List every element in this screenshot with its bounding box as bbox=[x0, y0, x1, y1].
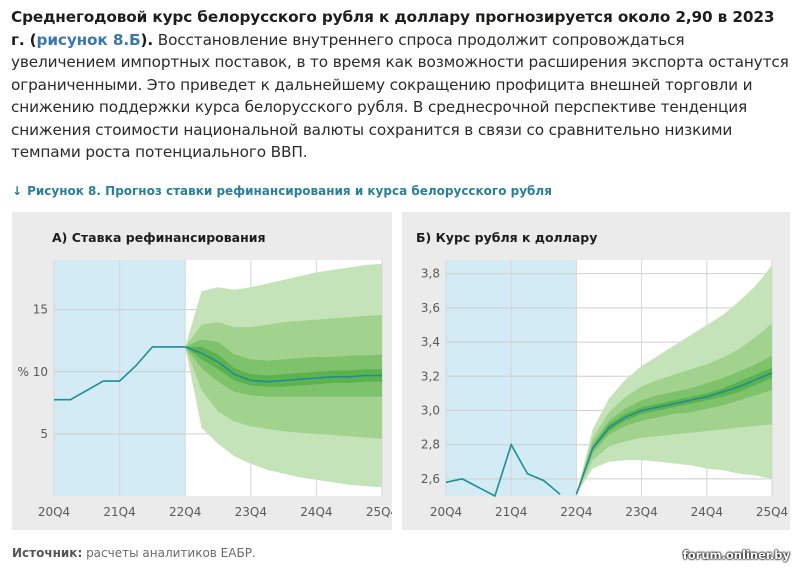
y-tick-label: % 10 bbox=[18, 365, 49, 379]
figure-caption: ↓ Рисунок 8. Прогноз ставки рефинансирова… bbox=[12, 184, 552, 198]
x-tick-label: 21Q4 bbox=[103, 505, 135, 519]
y-tick-label: 15 bbox=[33, 303, 48, 317]
y-tick-label: 3,4 bbox=[421, 335, 440, 349]
source-label: Источник: bbox=[12, 546, 83, 560]
x-tick-label: 22Q4 bbox=[560, 505, 592, 519]
chart-refinancing-rate: 5 % 10 15 20Q4 21Q4 22Q4 23Q4 24Q4 25Q4 bbox=[18, 260, 392, 519]
forecast-median-line bbox=[575, 372, 773, 495]
source-text: расчеты аналитиков ЕАБР. bbox=[82, 546, 256, 560]
x-tick-label: 24Q4 bbox=[300, 505, 332, 519]
intro-bold-text: Среднегодовой курс белорусского рубля к … bbox=[11, 8, 775, 49]
x-tick-label: 25Q4 bbox=[756, 505, 788, 519]
chart-panel-exchange-rate: Б) Курс рубля к доллару 2,6 2,8 3,0 3,2 3,4 3… bbox=[402, 212, 790, 530]
figure-reference-link[interactable]: рисунок 8.Б bbox=[36, 30, 141, 49]
y-tick-label: 3,0 bbox=[421, 403, 440, 417]
chart-title-refinancing-rate: А) Ставка рефинансирования bbox=[52, 230, 266, 245]
x-tick-label: 25Q4 bbox=[366, 505, 392, 519]
history-line bbox=[445, 442, 561, 498]
arrow-down-icon: ↓ bbox=[12, 184, 23, 198]
y-tick-label: 5 bbox=[40, 427, 48, 441]
intro-bold-close: ). bbox=[140, 30, 154, 49]
intro-body-text: Восстановление внутреннего спроса продол… bbox=[11, 30, 789, 162]
x-tick-label: 24Q4 bbox=[691, 505, 723, 519]
y-tick-label: 3,6 bbox=[421, 301, 440, 315]
y-tick-label: 3,8 bbox=[421, 267, 440, 281]
figure-caption-text: Рисунок 8. Прогноз ставки рефинансирован… bbox=[27, 184, 552, 198]
chart-exchange-rate: 2,6 2,8 3,0 3,2 3,4 3,6 3,8 20Q4 21Q4 22Q4 23Q4 24Q… bbox=[421, 260, 788, 519]
forecast-median-line bbox=[184, 346, 382, 383]
history-line bbox=[54, 346, 186, 401]
y-tick-label: 2,8 bbox=[421, 438, 440, 452]
x-tick-label: 20Q4 bbox=[430, 505, 462, 519]
y-tick-label: 2,6 bbox=[421, 472, 440, 486]
watermark: forum.onliner.by bbox=[682, 548, 790, 562]
source-note: Источник: расчеты аналитиков ЕАБР. bbox=[12, 546, 256, 560]
chart-title-exchange-rate: Б) Курс рубля к доллару bbox=[416, 230, 598, 245]
x-tick-label: 23Q4 bbox=[625, 505, 657, 519]
x-tick-label: 23Q4 bbox=[235, 505, 267, 519]
intro-paragraph: Среднегодовой курс белорусского рубля к … bbox=[11, 6, 791, 164]
chart-panel-refinancing-rate: А) Ставка рефинансирования 5 % 10 15 20Q4 21… bbox=[12, 212, 392, 530]
x-tick-label: 20Q4 bbox=[38, 505, 70, 519]
x-tick-label: 22Q4 bbox=[169, 505, 201, 519]
y-tick-label: 3,2 bbox=[421, 369, 440, 383]
x-tick-label: 21Q4 bbox=[495, 505, 527, 519]
